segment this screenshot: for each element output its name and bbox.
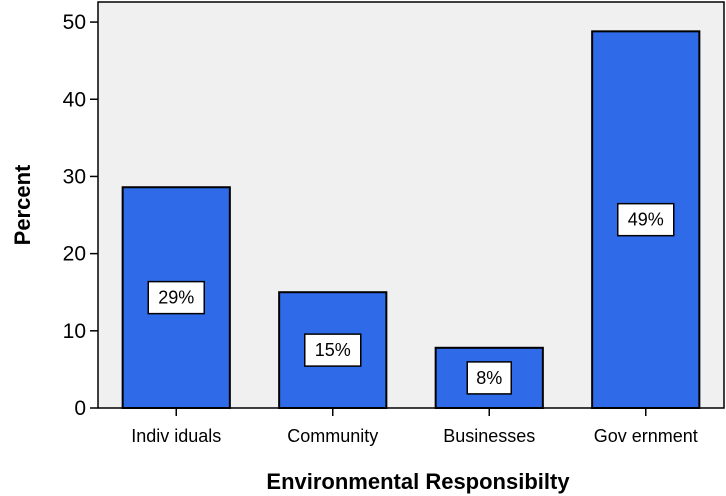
x-category-label: Community [287, 426, 378, 446]
data-label: 49% [628, 210, 664, 230]
x-axis: Indiv iduals Community Businesses Gov ernme… [131, 408, 698, 446]
y-tick-label: 30 [63, 165, 86, 188]
data-label-box [304, 333, 362, 367]
x-category-label: Businesses [443, 426, 535, 446]
data-label: 15% [315, 340, 351, 360]
data-label-box [466, 361, 512, 395]
y-tick-label: 40 [63, 88, 86, 111]
bars: 29% 15% 8% 49% [121, 30, 701, 409]
y-axis-title: Percent [10, 164, 35, 245]
y-axis: 0 10 20 30 40 50 [63, 11, 98, 420]
data-label-box [617, 202, 675, 237]
x-category-label: Indiv iduals [131, 426, 221, 446]
y-tick-label: 20 [63, 243, 86, 266]
y-tick-label: 0 [74, 397, 86, 420]
y-tick-label: 50 [63, 11, 86, 34]
y-tick-label: 10 [63, 320, 86, 343]
x-axis-title: Environmental Responsibilty [266, 469, 570, 494]
bar-community [278, 291, 388, 409]
data-label: 29% [158, 288, 194, 308]
data-label-box [147, 280, 205, 315]
x-category-label: Gov ernment [594, 426, 698, 446]
data-label: 8% [476, 368, 502, 388]
